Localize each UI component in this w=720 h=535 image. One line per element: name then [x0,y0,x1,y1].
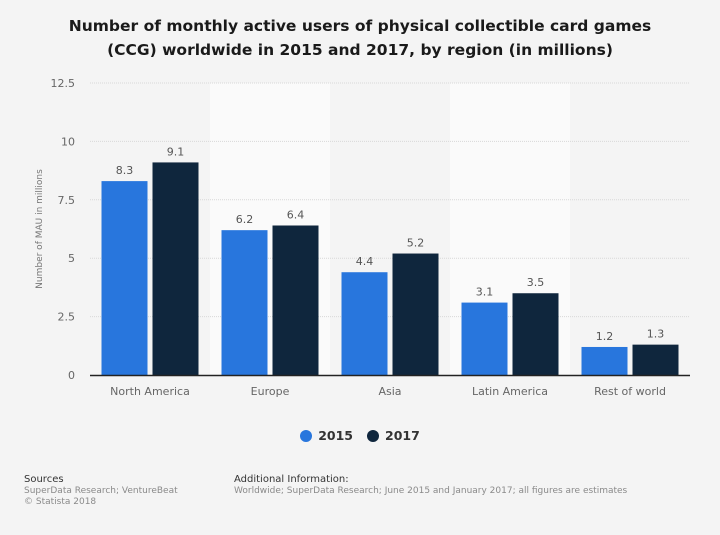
legend: 2015 2017 [0,428,720,443]
chart-title-line-2: (CCG) worldwide in 2015 and 2017, by reg… [107,41,613,59]
data-label: 6.2 [236,213,254,226]
data-label: 1.2 [596,330,614,343]
bar-2017[interactable] [512,293,559,375]
copyright-line: © Statista 2018 [24,497,97,507]
data-label: 3.5 [527,276,545,289]
additional-info-block: Additional Information: Worldwide; Super… [234,474,627,497]
bar-2015[interactable] [101,181,148,375]
x-tick-label: Europe [251,385,290,398]
bar-chart: 0 2.5 5 7.5 10 12.5 Number of MAU in millions… [35,77,690,398]
bar-2017[interactable] [152,162,199,375]
x-axis-ticks: North America Europe Asia Latin America Rest… [110,385,666,398]
data-label: 4.4 [356,255,374,268]
y-tick-label: 7.5 [58,194,76,207]
chart-title-line-1: Number of monthly active users of physic… [68,17,652,35]
y-tick-label: 0 [68,369,75,382]
y-tick-label: 10 [61,135,75,148]
y-tick-label: 2.5 [58,311,76,324]
bars [101,162,679,375]
x-tick-label: Latin America [472,385,548,398]
data-label: 5.2 [407,237,425,250]
data-label: 3.1 [476,286,494,299]
y-tick-label: 5 [68,252,75,265]
legend-marker-2017 [367,429,379,442]
x-tick-label: Rest of world [594,385,666,398]
additional-info-text: Worldwide; SuperData Research; June 2015… [234,486,628,496]
legend-marker-2015 [300,429,313,442]
data-labels: 8.3 9.1 6.2 6.4 4.4 5.2 3.1 3.5 1.2 1.3 [116,145,665,343]
y-axis-label: Number of MAU in millions [35,169,45,289]
x-tick-label: Asia [378,385,401,398]
data-label: 8.3 [116,164,134,177]
data-label: 1.3 [647,328,665,341]
y-axis-ticks: 0 2.5 5 7.5 10 12.5 [51,77,76,382]
legend-label-2015: 2015 [318,428,353,443]
legend-item-2015[interactable]: 2015 [300,428,353,443]
legend-label-2017: 2017 [385,428,420,443]
bar-2015[interactable] [461,302,508,375]
sources-line[interactable]: SuperData Research; VentureBeat [24,486,178,496]
bar-2015[interactable] [341,272,388,375]
data-label: 9.1 [167,145,185,158]
x-tick-label: North America [110,385,190,398]
bar-2015[interactable] [581,346,628,375]
bar-2017[interactable] [392,253,439,375]
bar-2015[interactable] [221,230,268,375]
additional-info-heading: Additional Information: [234,474,349,485]
bar-2017[interactable] [272,225,319,375]
chart-title: Number of monthly active users of physic… [0,14,720,62]
legend-item-2017[interactable]: 2017 [367,428,420,443]
bar-2017[interactable] [632,344,679,375]
y-tick-label: 12.5 [51,77,76,90]
data-label: 6.4 [287,208,305,221]
sources-block: Sources SuperData Research; VentureBeat … [24,474,178,508]
sources-heading: Sources [24,474,64,485]
gridlines [90,82,690,318]
